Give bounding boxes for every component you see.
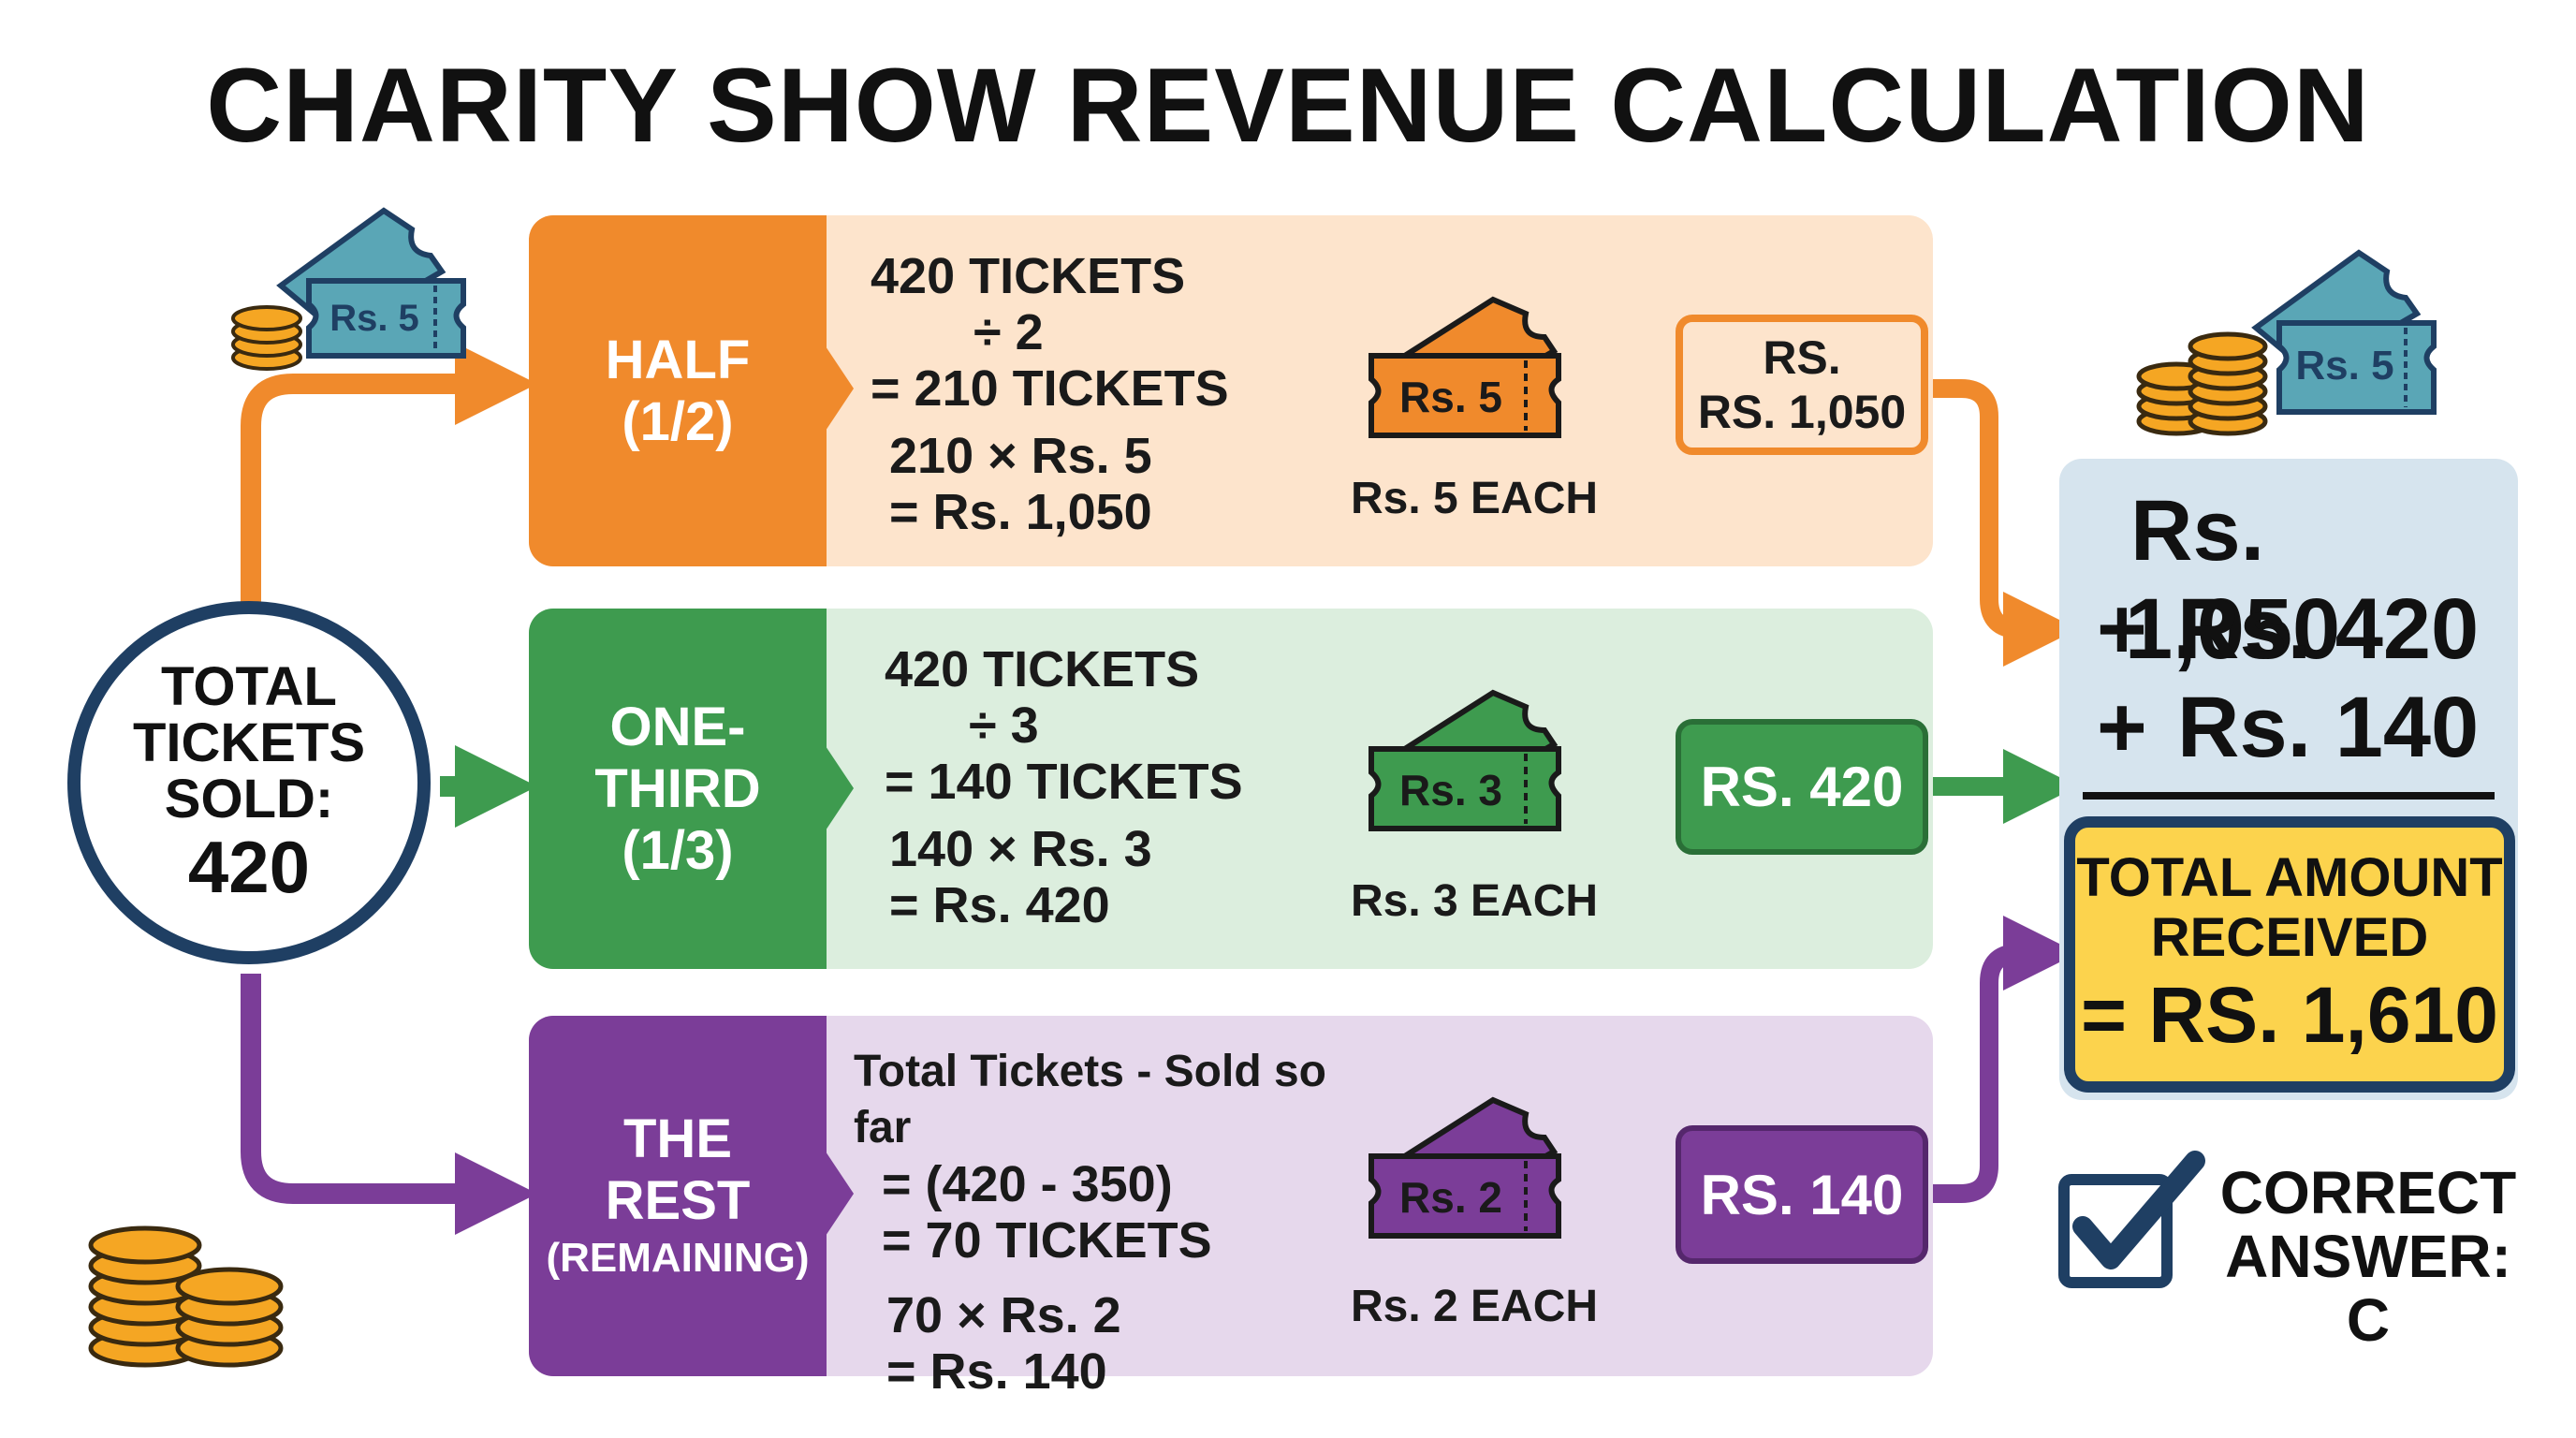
sum-line-1: Rs. 1,050 — [2125, 482, 2499, 679]
calc-rest-5: = Rs. 140 — [886, 1343, 1107, 1400]
ticket-icon-rest: Rs. 2 — [1368, 1096, 1561, 1239]
calc-rest-3: = 70 TICKETS — [882, 1212, 1212, 1269]
calc-rest: Total Tickets - Sold so far = (420 - 350… — [854, 1044, 1359, 1400]
each-half: Rs. 5 EACH — [1350, 474, 1599, 523]
plus-sign-1: + — [2097, 581, 2147, 677]
sum-value-2: Rs. 420 — [2177, 581, 2480, 677]
tag-half-line2: (1/2) — [622, 390, 734, 452]
tag-third-line2: (1/3) — [622, 819, 734, 881]
calc-half-2: ÷ 2 — [973, 304, 1044, 360]
total-amount-box: TOTAL AMOUNT RECEIVED = RS. 1,610 — [2064, 816, 2515, 1093]
total-amount-line2: RECEIVED — [2150, 906, 2429, 968]
sum-divider — [2083, 792, 2495, 800]
tag-rest-line1: THE — [623, 1108, 732, 1169]
calc-third-4: 140 × Rs. 3 — [889, 821, 1152, 877]
result-half: RS. RS. 1,050 — [1676, 315, 1928, 455]
tag-rest-line2: REST — [605, 1169, 751, 1231]
sum-line-3: + Rs. 140 — [2097, 679, 2509, 777]
tag-third-line1: ONE-THIRD — [594, 696, 761, 819]
tag-rest: THE REST (REMAINING) — [529, 1016, 827, 1376]
calc-rest-1: Total Tickets - Sold so far — [854, 1047, 1326, 1152]
tag-third-pointer — [826, 746, 854, 830]
correct-answer-line2: ANSWER: C — [2225, 1223, 2511, 1354]
result-half-line1: RS. — [1763, 331, 1841, 384]
calc-third-3: = 140 TICKETS — [885, 754, 1243, 810]
result-rest: RS. 140 — [1676, 1125, 1928, 1264]
result-third: RS. 420 — [1676, 719, 1928, 855]
arrow-to-rest — [241, 974, 537, 1235]
ticket-text-half: Rs. 5 — [1399, 373, 1502, 421]
checkmark-icon — [2058, 1151, 2205, 1288]
correct-answer: CORRECT ANSWER: C — [2204, 1161, 2532, 1352]
total-value: 420 — [187, 826, 311, 908]
coins-icon-small — [231, 305, 302, 371]
tag-half-pointer — [826, 346, 854, 431]
arrow-rest-sum — [1928, 916, 2078, 1203]
calc-one-third: 420 TICKETS ÷ 3 = 140 TICKETS 140 × Rs. … — [885, 641, 1334, 933]
calc-half: 420 TICKETS ÷ 2 = 210 TICKETS 210 × Rs. … — [871, 248, 1320, 540]
calc-half-3: = 210 TICKETS — [871, 360, 1229, 417]
each-rest: Rs. 2 EACH — [1350, 1282, 1599, 1331]
ticket-icon-deco-right: Rs. 5 — [2251, 249, 2437, 415]
ticket-icon-third: Rs. 3 — [1368, 689, 1561, 831]
tag-half-line1: HALF — [605, 329, 751, 390]
page-title: CHARITY SHOW REVENUE CALCULATION — [206, 47, 2370, 164]
total-label-1: TOTAL — [161, 656, 337, 717]
ticket-icon-half: Rs. 5 — [1368, 296, 1561, 438]
calc-third-1: 420 TICKETS — [885, 641, 1200, 697]
correct-answer-line1: CORRECT — [2219, 1159, 2517, 1226]
each-third: Rs. 3 EACH — [1350, 876, 1599, 926]
total-amount-line1: TOTAL AMOUNT — [2076, 846, 2503, 908]
result-rest-text: RS. 140 — [1700, 1163, 1904, 1226]
sum-line-2: + Rs. 420 — [2097, 580, 2509, 679]
calc-third-5: = Rs. 420 — [889, 877, 1110, 933]
total-amount-value: = RS. 1,610 — [2081, 970, 2498, 1059]
result-half-line2: RS. 1,050 — [1697, 386, 1907, 438]
ticket-deco-left-text: Rs. 5 — [329, 298, 419, 339]
calc-rest-2: = (420 - 350) — [882, 1156, 1173, 1212]
ticket-deco-right-text: Rs. 5 — [2295, 343, 2393, 389]
arrow-half-sum — [1928, 379, 2078, 667]
total-label-2: TICKETS — [132, 712, 366, 773]
plus-sign-2: + — [2097, 680, 2147, 775]
arrow-to-half — [241, 343, 537, 609]
result-third-text: RS. 420 — [1700, 756, 1904, 818]
calc-half-1: 420 TICKETS — [871, 248, 1186, 304]
total-label-3: SOLD: — [164, 769, 334, 829]
tag-rest-line3: (REMAINING) — [546, 1234, 810, 1281]
sum-value-1: Rs. 1,050 — [2125, 483, 2341, 677]
calc-half-4: 210 × Rs. 5 — [889, 428, 1152, 484]
coins-icon-right — [2136, 331, 2268, 436]
calc-rest-4: 70 × Rs. 2 — [886, 1287, 1121, 1343]
ticket-text-third: Rs. 3 — [1399, 766, 1502, 814]
ticket-text-rest: Rs. 2 — [1399, 1173, 1502, 1222]
sum-value-3: Rs. 140 — [2177, 680, 2480, 775]
ticket-icon-deco-left: Rs. 5 — [276, 207, 466, 359]
calc-third-2: ÷ 3 — [969, 697, 1039, 754]
calc-half-5: = Rs. 1,050 — [889, 484, 1152, 540]
tag-one-third: ONE-THIRD (1/3) — [529, 609, 827, 969]
tag-half: HALF (1/2) — [529, 215, 827, 566]
coins-icon-stack — [88, 1225, 284, 1368]
tag-rest-pointer — [826, 1152, 854, 1236]
total-tickets-circle: TOTAL TICKETS SOLD: 420 — [67, 601, 431, 964]
